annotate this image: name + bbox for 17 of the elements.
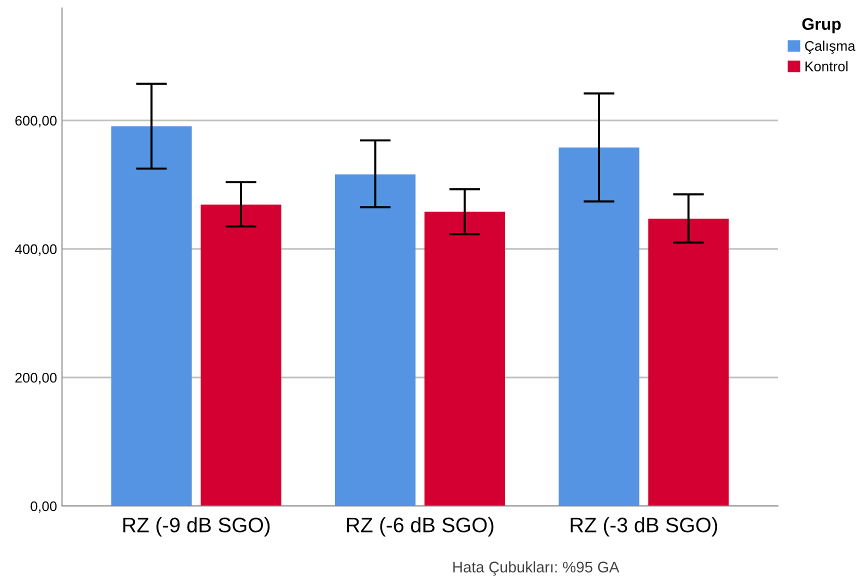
legend-label: Kontrol <box>806 61 848 72</box>
bar <box>200 204 282 506</box>
y-tick-label: 600,00 <box>15 116 57 128</box>
legend-title: Grup <box>802 18 841 34</box>
y-tick-label: 0,00 <box>30 501 57 513</box>
x-tick-label: RZ (-3 dB SGO) <box>570 517 718 537</box>
x-tick-label: RZ (-9 dB SGO) <box>123 517 270 537</box>
bar <box>558 147 640 506</box>
y-tick-label: 200,00 <box>15 372 57 384</box>
x-tick-label: RZ (-6 dB SGO) <box>347 517 494 537</box>
bar <box>334 174 416 506</box>
text: Hata Çubukları: %95 GA <box>453 561 620 576</box>
bar <box>424 212 506 506</box>
y-tick-label: 400,00 <box>14 244 57 256</box>
legend-label: Çalışma <box>805 40 856 54</box>
bar <box>648 218 729 506</box>
bar <box>111 126 192 506</box>
